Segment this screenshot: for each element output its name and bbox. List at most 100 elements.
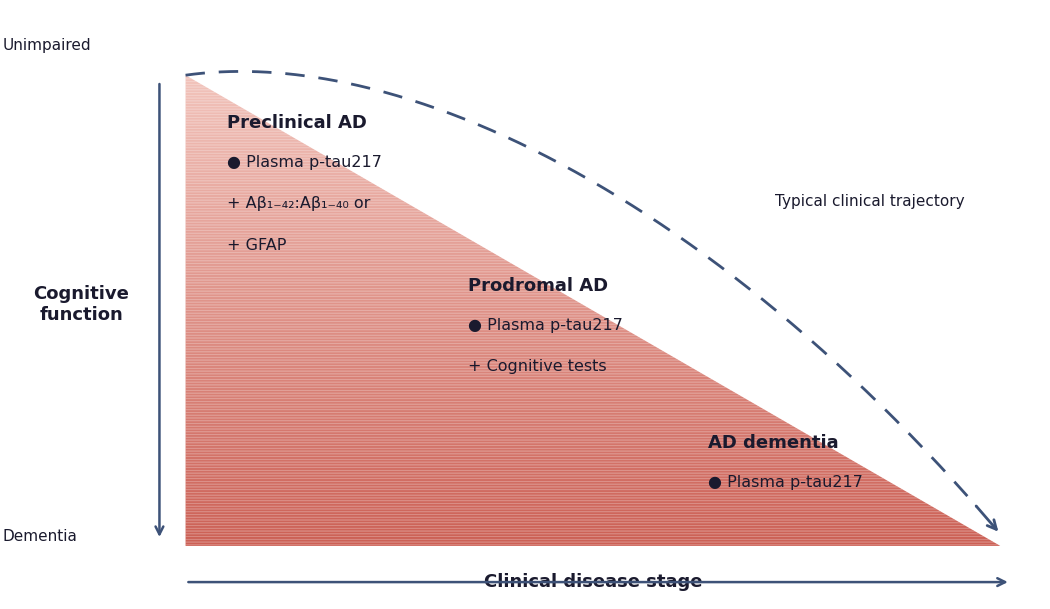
Text: Cognitive
function: Cognitive function (34, 285, 129, 324)
Polygon shape (186, 110, 248, 111)
Polygon shape (186, 163, 340, 164)
Polygon shape (186, 513, 946, 515)
Polygon shape (186, 482, 891, 483)
Polygon shape (186, 494, 914, 496)
Polygon shape (186, 188, 384, 190)
Polygon shape (186, 147, 313, 149)
Polygon shape (186, 312, 598, 314)
Polygon shape (186, 449, 835, 450)
Polygon shape (186, 161, 338, 163)
Polygon shape (186, 351, 666, 353)
Polygon shape (186, 265, 517, 267)
Polygon shape (186, 468, 867, 469)
Polygon shape (186, 342, 650, 343)
Polygon shape (186, 166, 345, 167)
Polygon shape (186, 144, 308, 146)
Polygon shape (186, 392, 737, 393)
Polygon shape (186, 97, 227, 99)
Polygon shape (186, 326, 623, 328)
Polygon shape (186, 469, 869, 471)
Polygon shape (186, 523, 962, 524)
Polygon shape (186, 256, 501, 257)
Polygon shape (186, 532, 979, 533)
Polygon shape (186, 408, 764, 409)
Polygon shape (186, 164, 343, 166)
Polygon shape (186, 158, 332, 160)
Polygon shape (186, 284, 549, 286)
Polygon shape (186, 320, 612, 322)
Polygon shape (186, 202, 408, 204)
Polygon shape (186, 416, 778, 417)
Polygon shape (186, 157, 330, 158)
Polygon shape (186, 357, 677, 359)
Polygon shape (186, 370, 699, 371)
Polygon shape (186, 111, 251, 113)
Polygon shape (186, 272, 528, 273)
Polygon shape (186, 102, 234, 104)
Polygon shape (186, 436, 813, 438)
Polygon shape (186, 445, 830, 447)
Polygon shape (186, 121, 267, 122)
Polygon shape (186, 99, 229, 100)
Polygon shape (186, 529, 973, 530)
Polygon shape (186, 245, 482, 246)
Polygon shape (186, 215, 429, 216)
Polygon shape (186, 238, 470, 240)
Polygon shape (186, 390, 734, 392)
Polygon shape (186, 80, 196, 82)
Polygon shape (186, 434, 811, 436)
Polygon shape (186, 361, 682, 362)
Polygon shape (186, 509, 938, 510)
Polygon shape (186, 499, 922, 501)
Polygon shape (186, 136, 294, 138)
Polygon shape (186, 249, 489, 251)
Polygon shape (186, 384, 723, 386)
Polygon shape (186, 311, 595, 312)
Polygon shape (186, 325, 621, 326)
Polygon shape (186, 235, 465, 237)
Polygon shape (186, 182, 373, 183)
Polygon shape (186, 292, 563, 294)
Polygon shape (186, 339, 645, 340)
Polygon shape (186, 146, 311, 147)
Polygon shape (186, 155, 327, 157)
Polygon shape (186, 403, 756, 404)
Polygon shape (186, 79, 193, 80)
Polygon shape (186, 491, 908, 493)
Polygon shape (186, 205, 414, 207)
Polygon shape (186, 77, 191, 79)
Polygon shape (186, 430, 802, 431)
Polygon shape (186, 243, 479, 245)
Polygon shape (186, 104, 237, 105)
Polygon shape (186, 232, 460, 234)
Polygon shape (186, 127, 278, 128)
Polygon shape (186, 343, 653, 345)
Polygon shape (186, 133, 289, 135)
Polygon shape (186, 364, 688, 365)
Polygon shape (186, 524, 965, 526)
Polygon shape (186, 172, 357, 174)
Polygon shape (186, 527, 970, 529)
Polygon shape (186, 315, 604, 317)
Polygon shape (186, 219, 438, 221)
Polygon shape (186, 279, 542, 281)
Polygon shape (186, 323, 617, 325)
Polygon shape (186, 379, 715, 381)
Polygon shape (186, 439, 818, 441)
Polygon shape (186, 83, 202, 85)
Polygon shape (186, 544, 1001, 546)
Polygon shape (186, 329, 628, 331)
Polygon shape (186, 100, 232, 102)
Polygon shape (186, 501, 924, 502)
Polygon shape (186, 194, 395, 196)
Polygon shape (186, 237, 468, 238)
Polygon shape (186, 365, 691, 367)
Polygon shape (186, 82, 200, 83)
Polygon shape (186, 348, 660, 350)
Polygon shape (186, 108, 246, 110)
Text: ● Plasma p-tau217: ● Plasma p-tau217 (467, 319, 623, 333)
Polygon shape (186, 141, 302, 143)
Polygon shape (186, 278, 539, 279)
Polygon shape (186, 427, 797, 428)
Polygon shape (186, 223, 443, 224)
